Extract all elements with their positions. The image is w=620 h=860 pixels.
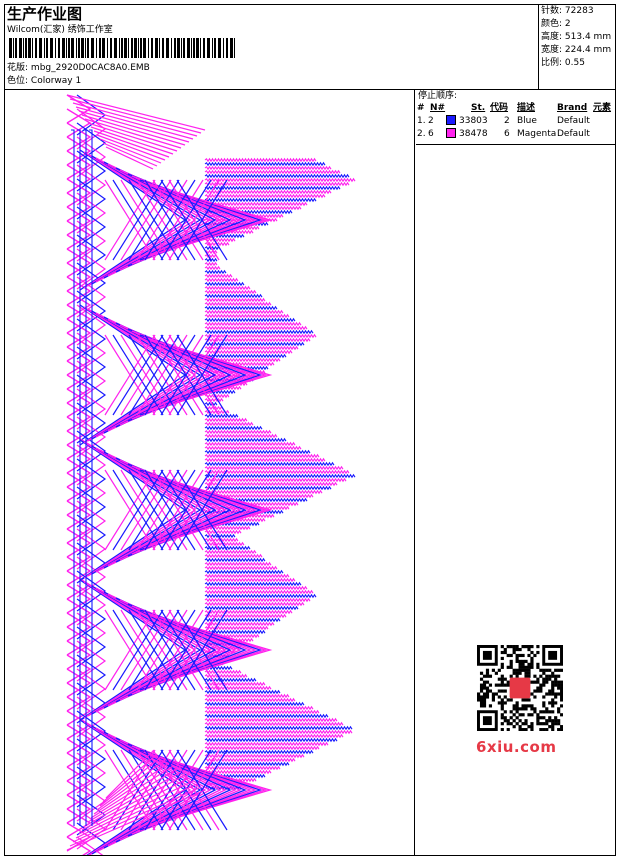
- page-title: 生产作业图: [7, 5, 83, 23]
- color-swatch-blue: [446, 115, 456, 125]
- col-code: 代码: [490, 103, 509, 113]
- worksheet-header: 生产作业图 Wilcom(汇家) 绣饰工作室 花版: mbg_2920D0CAC…: [5, 5, 615, 90]
- stop-sequence-table: 停止顺序: # N# St. 代码 描述 Brand 元素 1. 2 33803…: [416, 90, 615, 145]
- qr-code-icon: [477, 645, 563, 731]
- watermark-logo: 6xiu.com: [476, 738, 557, 756]
- col-stitches: St.: [471, 103, 486, 113]
- stop-sequence-title: 停止顺序:: [418, 91, 458, 101]
- barcode-icon: [9, 38, 235, 58]
- color-swatch-magenta: [446, 128, 456, 138]
- col-description: 描述: [517, 103, 536, 113]
- design-width: 宽度: 224.4 mm: [541, 45, 612, 55]
- embroidery-preview: [5, 90, 415, 855]
- colorway-label: 色位:: [7, 76, 29, 86]
- stop-row: 2. 6 38478 6 Magenta Default: [417, 128, 590, 139]
- col-needle: N#: [430, 103, 446, 113]
- worksheet-body: 停止顺序: # N# St. 代码 描述 Brand 元素 1. 2 33803…: [5, 90, 615, 855]
- header-info: 生产作业图 Wilcom(汇家) 绣饰工作室 花版: mbg_2920D0CAC…: [7, 5, 537, 89]
- design-file-label: 花版:: [7, 63, 29, 73]
- stitch-count: 针数: 72283: [541, 6, 594, 16]
- stop-row: 1. 2 33803 2 Blue Default: [417, 115, 590, 126]
- colorway-line: 色位: Colorway 1: [7, 75, 81, 87]
- color-count: 颜色: 2: [541, 19, 571, 29]
- design-height: 高度: 513.4 mm: [541, 32, 612, 42]
- col-num: #: [417, 103, 425, 113]
- colorway-value: Colorway 1: [30, 76, 82, 86]
- design-stats: 针数: 72283 颜色: 2 高度: 513.4 mm 宽度: 224.4 m…: [538, 5, 615, 89]
- studio-name: Wilcom(汇家) 绣饰工作室: [7, 25, 113, 35]
- stop-sequence-header: # N# St. 代码 描述 Brand 元素: [416, 102, 615, 114]
- col-element: 元素: [593, 103, 612, 113]
- design-file-value: mbg_2920D0CAC8A0.EMB: [30, 63, 150, 73]
- col-brand: Brand: [557, 103, 588, 113]
- design-file-line: 花版: mbg_2920D0CAC8A0.EMB: [7, 62, 150, 74]
- embroidery-design-image: [66, 94, 356, 855]
- design-scale: 比例: 0.55: [541, 58, 585, 68]
- production-worksheet: 生产作业图 Wilcom(汇家) 绣饰工作室 花版: mbg_2920D0CAC…: [4, 4, 616, 856]
